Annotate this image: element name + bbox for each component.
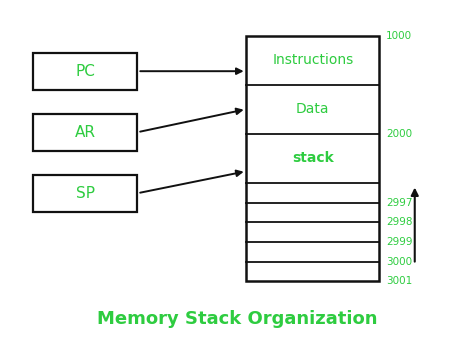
Text: stack: stack bbox=[292, 152, 334, 165]
Text: Data: Data bbox=[296, 102, 329, 116]
Text: Memory Stack Organization: Memory Stack Organization bbox=[97, 310, 377, 328]
Text: AR: AR bbox=[75, 125, 96, 140]
Bar bbox=[33, 53, 137, 90]
Text: 2000: 2000 bbox=[386, 129, 412, 139]
Text: SP: SP bbox=[76, 186, 95, 201]
Bar bbox=[33, 114, 137, 151]
Text: 2998: 2998 bbox=[386, 217, 412, 227]
Bar bbox=[33, 175, 137, 212]
Text: 2997: 2997 bbox=[386, 198, 412, 208]
Text: 3000: 3000 bbox=[386, 257, 412, 267]
Text: 1000: 1000 bbox=[386, 31, 412, 41]
Text: 2999: 2999 bbox=[386, 237, 412, 247]
Text: 3001: 3001 bbox=[386, 276, 412, 286]
Text: Instructions: Instructions bbox=[272, 53, 354, 67]
Text: PC: PC bbox=[75, 64, 95, 79]
Bar bbox=[246, 36, 379, 281]
